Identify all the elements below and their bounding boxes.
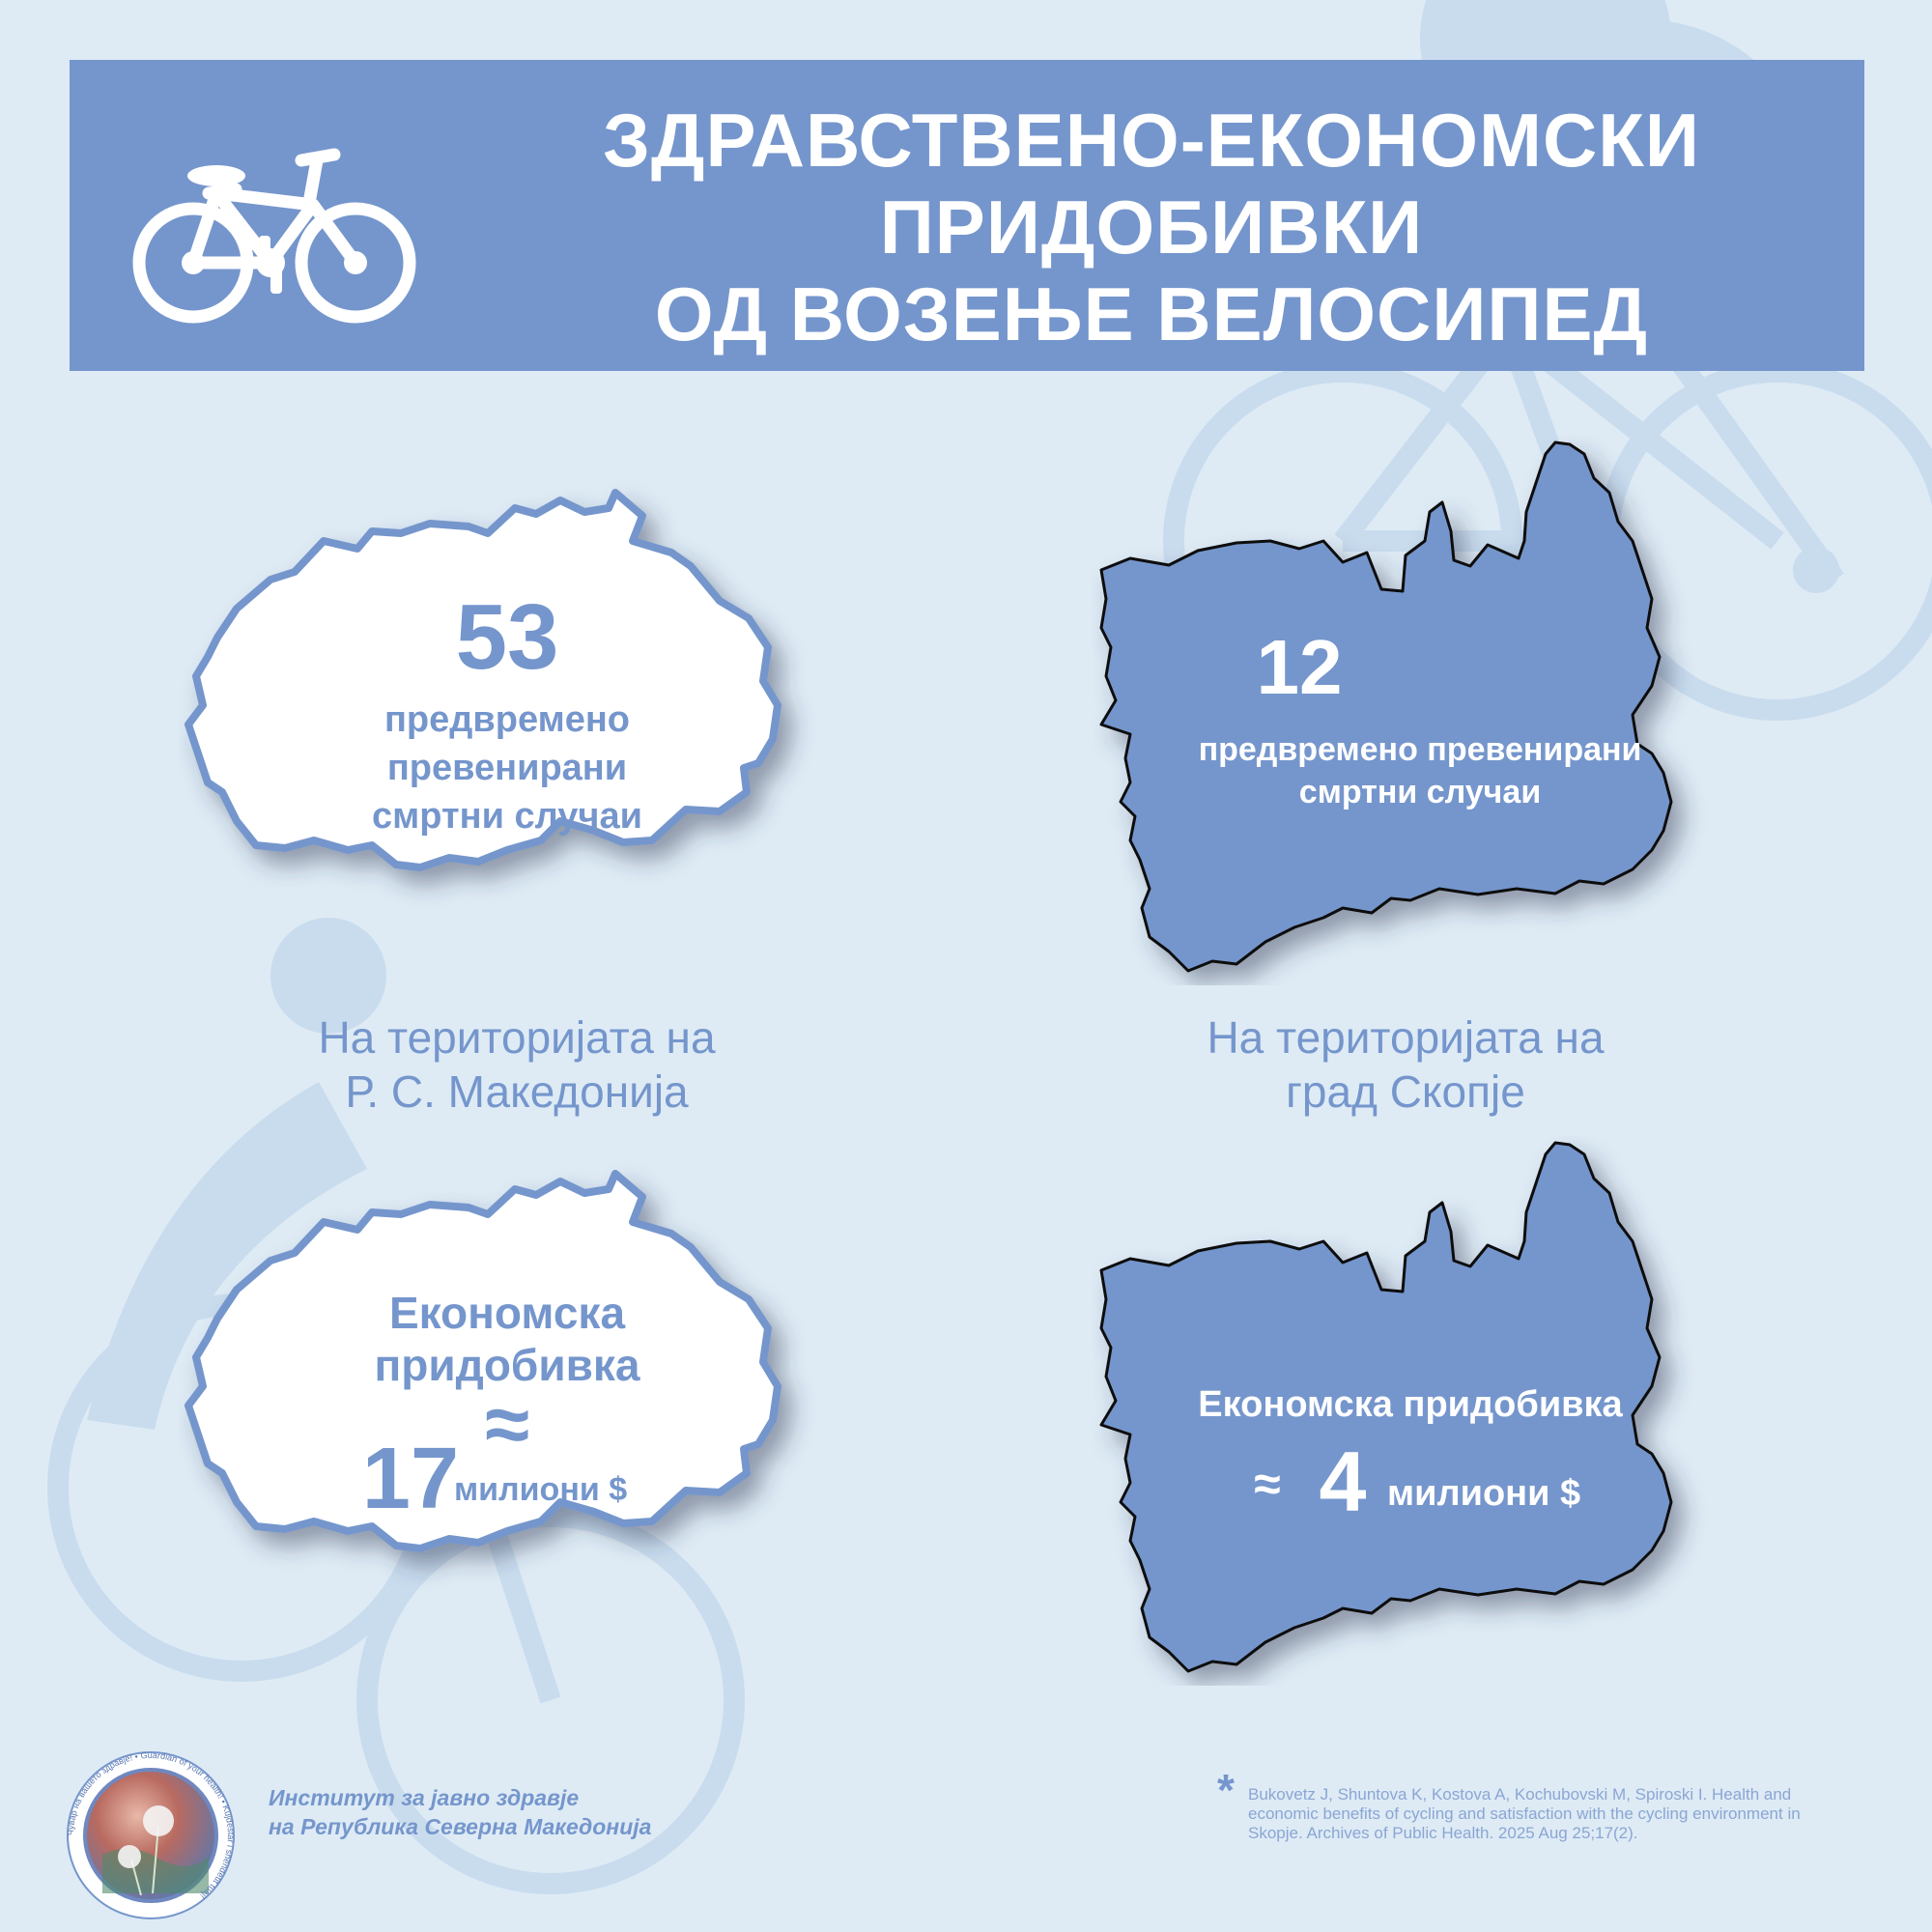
mk-deaths-number: 53 [455,585,559,689]
mk-economic-label-line-1: Економска [388,1288,626,1338]
title-line-3: ОД ВОЗЕЊЕ ВЕЛОСИПЕД [654,271,1649,356]
sk-caption-line-2: град Скопје [1286,1066,1525,1117]
institute-name-line-1: Институт за јавно здравје [269,1785,580,1810]
institute-name: Институт за јавно здравје на Република С… [269,1783,651,1841]
mk-economic-number: 17 [361,1431,459,1527]
mk-deaths-label: предвремено превенирани смртни случаи [324,696,691,840]
header-banner: ЗДРАВСТВЕНО-ЕКОНОМСКИ ПРИДОБИВКИ ОД ВОЗЕ… [70,60,1864,371]
mk-deaths-label-line-1: предвремено [384,699,631,740]
mk-deaths-label-line-3: смртни случаи [372,796,642,837]
mk-caption-line-1: На територијата на [318,1012,716,1063]
sk-economic-number: 4 [1319,1434,1367,1529]
institute-logo: Чувар на вашето здравје! • Guardian of y… [66,1750,236,1919]
page-title: ЗДРАВСТВЕНО-ЕКОНОМСКИ ПРИДОБИВКИ ОД ВОЗЕ… [475,97,1828,357]
reference-marker: * [1217,1765,1235,1815]
sk-deaths-label: предвремено превенирани смртни случаи [1140,728,1700,813]
mk-deaths-label-line-2: превенирани [386,748,628,788]
mk-caption-line-2: Р. С. Македонија [345,1066,689,1117]
sk-deaths-label-line-1: предвремено превенирани [1198,731,1642,768]
sk-deaths-label-line-2: смртни случаи [1298,774,1542,810]
macedonia-map-deaths [185,489,781,871]
skopje-map-deaths [1099,440,1673,973]
sk-economic-approx: ≈ [1254,1457,1281,1511]
sk-economic-label: Економска придобивка [1198,1384,1623,1425]
mk-economic-label-line-2: придобивка [374,1340,640,1390]
institute-name-line-2: на Република Северна Македонија [269,1814,652,1839]
sk-caption-line-1: На територијата на [1207,1012,1605,1063]
mk-economic-label: Економска придобивка [324,1287,691,1391]
reference-citation: Bukovetz J, Shuntova K, Kostova A, Kochu… [1248,1785,1801,1842]
skopje-map-economic [1099,1141,1673,1673]
mk-economic-unit: милиони $ [454,1471,628,1508]
sk-caption: На територијата на град Скопје [1121,1010,1690,1119]
sk-deaths-number: 12 [1256,624,1343,710]
bicycle-icon [132,148,416,324]
title-line-1: ЗДРАВСТВЕНО-ЕКОНОМСКИ [603,98,1700,183]
mk-caption: На територијата на Р. С. Македонија [232,1010,802,1119]
title-line-2: ПРИДОБИВКИ [879,185,1424,270]
macedonia-map-economic [185,1170,781,1552]
sk-economic-unit: милиони $ [1387,1473,1581,1514]
mk-economic-approx: ≈ [484,1378,530,1469]
